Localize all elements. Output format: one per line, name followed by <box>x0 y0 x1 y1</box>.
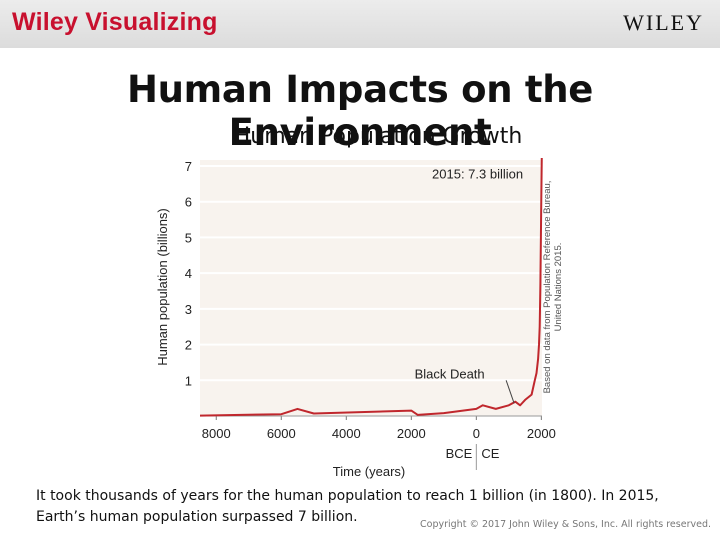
x-axis-title: Time (years) <box>333 464 405 479</box>
slide-caption: It took thousands of years for the human… <box>36 488 659 525</box>
slide-title: Human Impacts on the Environment <box>126 68 594 154</box>
x-tick-label: 6000 <box>267 426 296 441</box>
x-tick-label: 8000 <box>202 426 231 441</box>
annotation-black-death: Black Death <box>415 367 485 382</box>
y-tick-label: 7 <box>185 159 192 174</box>
y-tick-label: 5 <box>185 230 192 245</box>
labels: 1 2 3 4 5 6 7 8000 6000 4000 2000 0 2000 BCE CE Time (y… <box>155 159 564 479</box>
copyright-notice: Copyright © 2017 John Wiley & Sons, Inc.… <box>420 519 711 530</box>
grid-lines <box>200 160 542 416</box>
plot-background <box>200 160 542 416</box>
wiley-visualizing-logo: Wiley Visualizing <box>12 8 218 36</box>
chart-title: Human Population Growth <box>233 124 523 149</box>
annotation-2015: 2015: 7.3 billion <box>432 167 523 182</box>
series-layer <box>199 158 543 417</box>
axes <box>200 415 542 470</box>
y-tick-label: 6 <box>185 195 192 210</box>
y-tick-label: 4 <box>185 266 192 281</box>
population-chart: 1 2 3 4 5 6 7 8000 6000 4000 2000 0 2000 BCE CE Time (y… <box>155 158 564 479</box>
y-tick-label: 3 <box>185 302 192 317</box>
era-label-bce: BCE <box>446 446 473 461</box>
y-tick-label: 2 <box>185 338 192 353</box>
era-label-ce: CE <box>481 446 499 461</box>
population-line <box>199 158 543 417</box>
x-tick-label: 0 <box>473 426 480 441</box>
source-note-line: United Nations 2015. <box>553 243 564 332</box>
wiley-logo: WILEY <box>623 10 704 35</box>
y-tick-label: 1 <box>185 373 192 388</box>
black-death-pointer <box>505 380 515 404</box>
header-bar: Wiley Visualizing WILEY <box>0 0 720 48</box>
y-axis-title: Human population (billions) <box>155 208 170 366</box>
x-tick-label: 2000 <box>527 426 556 441</box>
source-note-line: Based on data from Population Reference … <box>542 181 553 394</box>
x-tick-label: 4000 <box>332 426 361 441</box>
x-tick-label: 2000 <box>397 426 426 441</box>
